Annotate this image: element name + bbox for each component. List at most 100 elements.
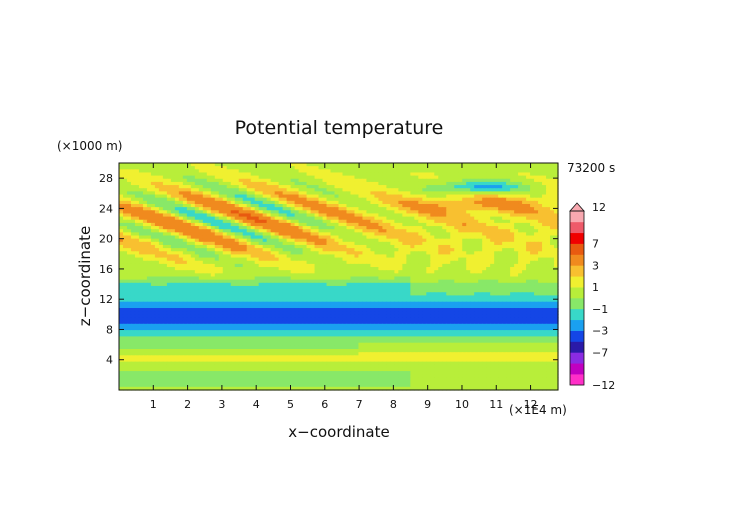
heatmap-cell bbox=[422, 188, 427, 192]
heatmap-cell bbox=[370, 235, 376, 240]
heatmap-cell bbox=[502, 169, 507, 174]
heatmap-cell bbox=[554, 194, 559, 199]
heatmap-cell bbox=[358, 235, 364, 240]
heatmap-cell bbox=[198, 213, 204, 218]
heatmap-cell bbox=[218, 175, 224, 180]
heatmap-cell bbox=[474, 257, 479, 262]
heatmap-cell bbox=[526, 282, 531, 287]
heatmap-cell bbox=[510, 175, 515, 180]
heatmap-cell bbox=[502, 276, 507, 281]
heatmap-cell bbox=[158, 213, 164, 218]
heatmap-cell bbox=[334, 301, 340, 306]
heatmap-cell bbox=[430, 181, 435, 186]
heatmap-cell bbox=[146, 292, 152, 297]
heatmap-cell bbox=[242, 222, 248, 227]
heatmap-cell bbox=[330, 213, 336, 218]
heatmap-cell bbox=[186, 172, 192, 177]
heatmap-cell bbox=[234, 254, 240, 259]
heatmap-cell bbox=[462, 238, 467, 243]
heatmap-cell bbox=[550, 181, 555, 186]
heatmap-cell bbox=[346, 267, 352, 271]
heatmap-cell bbox=[174, 248, 180, 252]
heatmap-cell bbox=[442, 200, 447, 205]
heatmap-cell bbox=[138, 232, 144, 237]
heatmap-cell bbox=[210, 185, 216, 189]
heatmap-cell bbox=[382, 213, 387, 218]
heatmap-cell bbox=[482, 276, 487, 281]
heatmap-cell bbox=[298, 200, 304, 205]
heatmap-cell bbox=[454, 172, 459, 177]
heatmap-cell bbox=[398, 163, 403, 167]
heatmap-cell bbox=[402, 222, 407, 227]
heatmap-cell bbox=[470, 248, 475, 252]
heatmap-cell bbox=[302, 203, 308, 208]
heatmap-cell bbox=[406, 181, 411, 186]
heatmap-cell bbox=[174, 166, 180, 170]
heatmap-cell bbox=[154, 304, 160, 309]
heatmap-cell bbox=[510, 301, 515, 306]
heatmap-cell bbox=[142, 226, 148, 230]
heatmap-cell bbox=[358, 163, 364, 167]
heatmap-cell bbox=[206, 270, 212, 274]
heatmap-cell bbox=[510, 210, 515, 215]
heatmap-cell bbox=[298, 244, 304, 249]
heatmap-cell bbox=[314, 222, 320, 227]
heatmap-cell bbox=[378, 197, 383, 202]
heatmap-cell bbox=[278, 166, 284, 170]
heatmap-cell bbox=[514, 295, 519, 300]
heatmap-cell bbox=[378, 229, 383, 233]
heatmap-cell bbox=[286, 254, 292, 259]
heatmap-cell bbox=[246, 181, 252, 186]
heatmap-cell bbox=[158, 178, 164, 183]
heatmap-cell bbox=[190, 292, 196, 297]
heatmap-cell bbox=[486, 263, 491, 268]
heatmap-cell bbox=[230, 238, 236, 243]
heatmap-cell bbox=[422, 207, 427, 211]
heatmap-cell bbox=[154, 238, 160, 243]
heatmap-cell bbox=[246, 298, 252, 303]
heatmap-cell bbox=[466, 197, 471, 202]
heatmap-cell bbox=[122, 188, 128, 192]
heatmap-cell bbox=[338, 289, 344, 293]
heatmap-cell bbox=[234, 238, 240, 243]
heatmap-cell bbox=[470, 188, 475, 192]
heatmap-cell bbox=[146, 304, 152, 309]
heatmap-cell bbox=[406, 210, 411, 215]
heatmap-cell bbox=[186, 188, 192, 192]
heatmap-cell bbox=[474, 213, 479, 218]
heatmap-cell bbox=[318, 301, 324, 306]
heatmap-cell bbox=[414, 203, 419, 208]
heatmap-cell bbox=[134, 295, 140, 300]
heatmap-cell bbox=[254, 229, 260, 233]
heatmap-cell bbox=[394, 185, 399, 189]
heatmap-cell bbox=[494, 166, 499, 170]
heatmap-cell bbox=[482, 194, 487, 199]
heatmap-cell bbox=[430, 178, 435, 183]
heatmap-cell bbox=[394, 254, 399, 259]
heatmap-cell bbox=[202, 267, 208, 271]
heatmap-cell bbox=[510, 298, 515, 303]
heatmap-cell bbox=[182, 200, 188, 205]
heatmap-cell bbox=[478, 163, 483, 167]
heatmap-cell bbox=[194, 298, 200, 303]
heatmap-cell bbox=[498, 248, 503, 252]
heatmap-cell bbox=[186, 200, 192, 205]
heatmap-cell bbox=[226, 197, 232, 202]
heatmap-cell bbox=[430, 216, 435, 221]
heatmap-cell bbox=[310, 232, 316, 237]
heatmap-cell bbox=[234, 203, 240, 208]
heatmap-cell bbox=[370, 298, 376, 303]
heatmap-cell bbox=[526, 169, 531, 174]
heatmap-cell bbox=[334, 175, 340, 180]
heatmap-cell bbox=[310, 219, 316, 224]
heatmap-cell bbox=[502, 222, 507, 227]
heatmap-cell bbox=[302, 191, 308, 196]
heatmap-cell bbox=[362, 175, 368, 180]
heatmap-cell bbox=[362, 254, 368, 259]
heatmap-cell bbox=[406, 298, 411, 303]
heatmap-cell bbox=[514, 172, 519, 177]
heatmap-cell bbox=[150, 191, 156, 196]
heatmap-cell bbox=[310, 222, 316, 227]
heatmap-cell bbox=[318, 276, 324, 281]
heatmap-cell bbox=[390, 175, 395, 180]
